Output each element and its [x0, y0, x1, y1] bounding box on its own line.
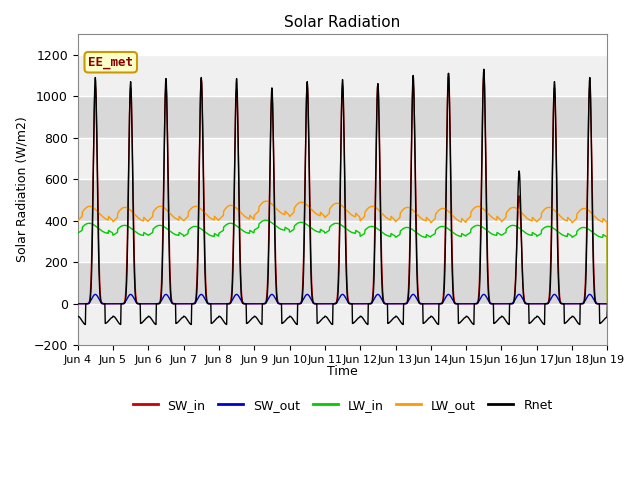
Bar	[77, 304, 607, 345]
Y-axis label: Solar Radiation (W/m2): Solar Radiation (W/m2)	[15, 117, 28, 263]
Bar	[77, 55, 607, 96]
Bar	[77, 221, 607, 262]
Bar	[77, 262, 607, 304]
Legend: SW_in, SW_out, LW_in, LW_out, Rnet: SW_in, SW_out, LW_in, LW_out, Rnet	[127, 394, 557, 417]
Text: EE_met: EE_met	[88, 56, 133, 69]
X-axis label: Time: Time	[327, 365, 358, 378]
Bar	[77, 96, 607, 138]
Bar	[77, 138, 607, 179]
Bar	[77, 179, 607, 221]
Title: Solar Radiation: Solar Radiation	[284, 15, 401, 30]
